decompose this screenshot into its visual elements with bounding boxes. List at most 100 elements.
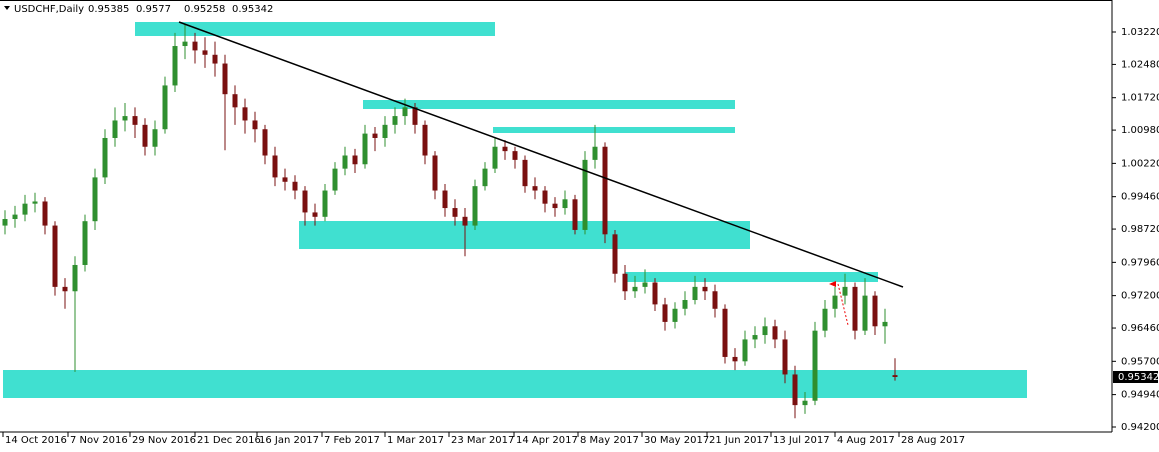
candle-body	[382, 124, 388, 138]
candle-body	[552, 203, 558, 209]
candle-body	[102, 137, 108, 178]
x-tick-label: 29 Nov 2016	[132, 435, 196, 446]
open-value: 0.95385	[88, 4, 129, 15]
candle-body	[152, 129, 158, 147]
candle-body	[882, 321, 888, 327]
candle-body	[232, 94, 238, 108]
candle-body	[422, 124, 428, 156]
zone	[363, 100, 735, 109]
y-tick-label: 0.97200	[1121, 291, 1159, 302]
y-tick-label: 1.01720	[1121, 93, 1159, 104]
candle-body	[2, 218, 8, 226]
zone	[135, 22, 495, 36]
candles	[2, 24, 898, 419]
candle-body	[182, 41, 188, 47]
candle-body	[72, 264, 78, 292]
x-tick-label: 7 Nov 2016	[70, 435, 128, 446]
candle-body	[392, 116, 398, 125]
candle-body	[342, 155, 348, 169]
trendline	[178, 21, 904, 288]
candle-body	[732, 356, 738, 362]
arrow	[837, 283, 849, 326]
candle-body	[842, 286, 848, 296]
x-tick-label: 13 Jul 2017	[773, 435, 830, 446]
candle-body	[482, 168, 488, 187]
candle-body	[532, 186, 538, 191]
candle-body	[212, 54, 218, 64]
candle-body	[702, 286, 708, 292]
y-tick-label: 1.00980	[1121, 125, 1159, 136]
candle-body	[512, 151, 518, 160]
x-tick-label: 1 Mar 2017	[387, 435, 444, 446]
x-tick-label: 7 Feb 2017	[324, 435, 380, 446]
zone	[625, 272, 878, 282]
candle-body	[372, 133, 378, 138]
zone	[493, 127, 735, 133]
candle-body	[362, 133, 368, 165]
x-tick-label: 30 May 2017	[644, 435, 709, 446]
candle-body	[692, 286, 698, 301]
candle-body	[302, 190, 308, 213]
x-tick-label: 28 Aug 2017	[901, 435, 965, 446]
y-tick-label: 1.02480	[1121, 59, 1159, 70]
candle-body	[122, 116, 128, 121]
x-tick-label: 14 Oct 2016	[5, 435, 67, 446]
candle-body	[82, 221, 88, 265]
y-tick-label: 1.03220	[1121, 27, 1159, 38]
candle-body	[602, 146, 608, 235]
close-value: 0.95342	[232, 4, 273, 15]
candle-body	[832, 295, 838, 309]
candle-body	[162, 85, 168, 130]
candle-body	[452, 208, 458, 217]
candle-body	[62, 286, 68, 292]
candle-body	[762, 326, 768, 336]
candle-body	[872, 295, 878, 327]
candle-body	[32, 201, 38, 204]
candle-body	[22, 203, 28, 215]
low-value: 0.95258	[184, 4, 225, 15]
candle-body	[262, 129, 268, 156]
x-tick-label: 8 May 2017	[580, 435, 639, 446]
y-tick-label: 0.96460	[1121, 323, 1159, 334]
y-tick-label: 0.98720	[1121, 224, 1159, 235]
candle-body	[772, 326, 778, 340]
candle-body	[412, 107, 418, 125]
x-tick-label: 21 Dec 2016	[197, 435, 261, 446]
candle-body	[322, 190, 328, 217]
candle-body	[782, 339, 788, 375]
x-tick-label: 21 Jun 2017	[709, 435, 769, 446]
candle-body	[632, 286, 638, 292]
x-tick-label: 4 Aug 2017	[837, 435, 895, 446]
candle-body	[432, 155, 438, 191]
candle-body	[722, 308, 728, 357]
candle-body	[92, 177, 98, 222]
candle-body	[892, 375, 898, 377]
y-tick-label: 0.94940	[1121, 390, 1159, 401]
chart-title: USDCHF,Daily	[14, 4, 84, 15]
candle-body	[462, 216, 468, 226]
candle-body	[642, 282, 648, 287]
candle-body	[562, 199, 568, 209]
candle-body	[522, 159, 528, 187]
candle-body	[662, 304, 668, 322]
candle-body	[192, 41, 198, 51]
high-value: 0.9577	[136, 4, 171, 15]
y-tick-label: 0.99460	[1121, 192, 1159, 203]
zone	[3, 370, 1027, 398]
candle-body	[292, 181, 298, 191]
candle-body	[402, 107, 408, 117]
candle-body	[712, 291, 718, 309]
candle-body	[682, 300, 688, 309]
candle-body	[792, 374, 798, 406]
x-tick-label: 16 Jan 2017	[259, 435, 319, 446]
candle-body	[472, 186, 478, 226]
candle-body	[542, 190, 548, 204]
candle-body	[242, 107, 248, 121]
candle-body	[352, 155, 358, 165]
candle-body	[132, 116, 138, 125]
candle-body	[332, 168, 338, 191]
y-tick-label: 0.94200	[1121, 422, 1159, 433]
menu-icon[interactable]	[4, 6, 10, 10]
candle-body	[802, 400, 808, 406]
candle-body	[142, 124, 148, 147]
